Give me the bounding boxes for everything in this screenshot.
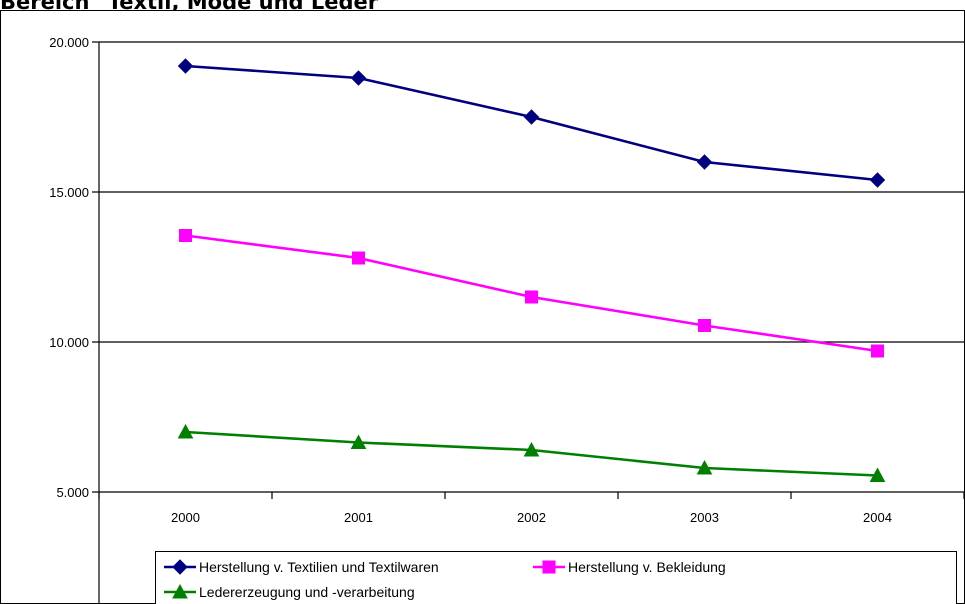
y-tick-label: 15.000 (49, 185, 89, 200)
data-point-series-2 (179, 229, 192, 242)
legend-swatch-marker (542, 560, 556, 574)
data-point-series-2 (352, 251, 365, 265)
data-point-series-1 (523, 109, 540, 125)
data-point-series-3 (523, 441, 540, 457)
x-tick-label: 2004 (863, 510, 892, 525)
data-point-series-2 (698, 319, 711, 332)
line-chart: 5.000 10.000 15.000 20.000 2000 2001 2002 2003 2… (49, 35, 964, 603)
legend-entry-series-3: Ledererzeugung und -verarbeitung (162, 582, 415, 602)
legend-label-series-2: Herstellung v. Bekleidung (568, 559, 726, 575)
legend-swatch-series-2 (533, 560, 565, 574)
legend-swatch-series-3 (164, 583, 196, 599)
x-tick-label: 2002 (517, 510, 546, 525)
legend-swatch-series-1 (164, 559, 196, 575)
legend-label-series-1: Herstellung v. Textilien und Textilwaren (199, 559, 439, 575)
y-tick-label: 5.000 (56, 485, 89, 500)
y-tick-label: 20.000 (49, 35, 89, 50)
y-tick-label: 10.000 (49, 335, 89, 350)
chart-area: 5.000 10.000 15.000 20.000 2000 2001 2002 2003 2… (0, 10, 965, 604)
data-point-series-3 (696, 459, 713, 475)
x-tick-label: 2001 (344, 510, 373, 525)
data-point-series-3 (177, 423, 194, 439)
legend-entry-series-2: Herstellung v. Bekleidung (531, 557, 726, 577)
legend-entry-series-1: Herstellung v. Textilien und Textilwaren (162, 557, 439, 577)
data-point-series-3 (869, 467, 886, 482)
data-point-series-2 (871, 344, 884, 358)
legend-label-series-3: Ledererzeugung und -verarbeitung (199, 584, 415, 600)
data-point-series-1 (350, 70, 367, 86)
legend-swatch-marker (172, 583, 188, 599)
legend-swatch-marker (172, 559, 188, 575)
data-point-series-3 (350, 434, 367, 449)
x-tick-label: 2003 (690, 510, 719, 525)
data-point-series-1 (177, 58, 194, 74)
chart-legend: Herstellung v. Textilien und Textilwaren… (155, 551, 957, 604)
x-tick-label: 2000 (171, 510, 200, 525)
data-point-series-2 (525, 290, 538, 304)
data-point-series-1 (696, 154, 713, 170)
data-point-series-1 (869, 172, 886, 188)
